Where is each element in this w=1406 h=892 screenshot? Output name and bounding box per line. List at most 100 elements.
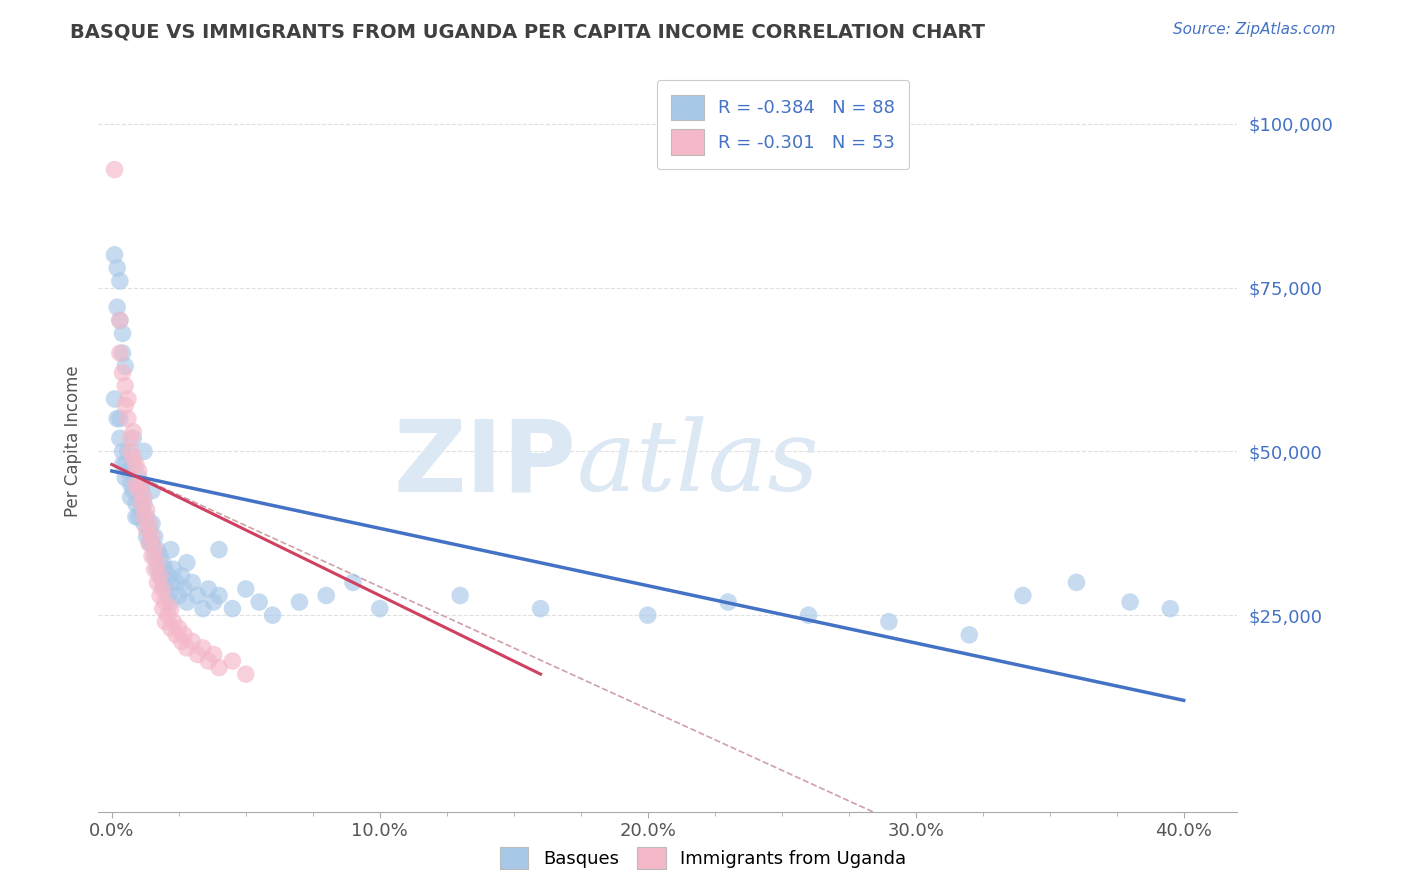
- Point: [159, 595, 181, 609]
- Point: [135, 509, 157, 524]
- Point: [149, 549, 172, 564]
- Point: [187, 648, 209, 662]
- Point: [103, 248, 125, 262]
- Point: [149, 569, 172, 583]
- Text: ZIP: ZIP: [394, 416, 576, 512]
- Point: [717, 595, 740, 609]
- Point: [128, 509, 150, 524]
- Point: [155, 615, 177, 629]
- Point: [125, 458, 148, 472]
- Point: [103, 392, 125, 406]
- Point: [1159, 601, 1181, 615]
- Point: [108, 346, 131, 360]
- Point: [202, 648, 225, 662]
- Point: [173, 628, 195, 642]
- Point: [235, 667, 257, 681]
- Point: [108, 411, 131, 425]
- Point: [141, 483, 163, 498]
- Point: [143, 562, 166, 576]
- Point: [152, 556, 174, 570]
- Point: [176, 595, 198, 609]
- Point: [165, 575, 187, 590]
- Point: [111, 458, 134, 472]
- Point: [157, 569, 180, 583]
- Point: [125, 477, 148, 491]
- Point: [128, 483, 150, 498]
- Text: BASQUE VS IMMIGRANTS FROM UGANDA PER CAPITA INCOME CORRELATION CHART: BASQUE VS IMMIGRANTS FROM UGANDA PER CAP…: [70, 22, 986, 41]
- Point: [103, 162, 125, 177]
- Point: [637, 608, 659, 623]
- Point: [157, 589, 180, 603]
- Point: [141, 530, 163, 544]
- Point: [208, 542, 231, 557]
- Point: [117, 392, 139, 406]
- Point: [342, 575, 364, 590]
- Point: [114, 359, 136, 374]
- Point: [125, 509, 148, 524]
- Point: [191, 640, 214, 655]
- Point: [108, 313, 131, 327]
- Point: [159, 621, 181, 635]
- Point: [288, 595, 311, 609]
- Point: [120, 444, 142, 458]
- Point: [221, 601, 243, 615]
- Point: [135, 530, 157, 544]
- Point: [135, 523, 157, 537]
- Point: [108, 274, 131, 288]
- Point: [1066, 575, 1088, 590]
- Point: [117, 464, 139, 478]
- Point: [138, 536, 160, 550]
- Legend: Basques, Immigrants from Uganda: Basques, Immigrants from Uganda: [491, 838, 915, 879]
- Point: [221, 654, 243, 668]
- Point: [797, 608, 820, 623]
- Point: [122, 425, 145, 439]
- Point: [162, 615, 184, 629]
- Point: [146, 562, 169, 576]
- Point: [181, 634, 204, 648]
- Point: [159, 542, 181, 557]
- Y-axis label: Per Capita Income: Per Capita Income: [65, 366, 83, 517]
- Point: [117, 411, 139, 425]
- Point: [197, 654, 219, 668]
- Point: [135, 503, 157, 517]
- Point: [122, 458, 145, 472]
- Point: [529, 601, 551, 615]
- Point: [108, 431, 131, 445]
- Point: [152, 582, 174, 596]
- Point: [191, 601, 214, 615]
- Point: [187, 589, 209, 603]
- Point: [105, 411, 128, 425]
- Point: [247, 595, 270, 609]
- Point: [1012, 589, 1035, 603]
- Point: [114, 470, 136, 484]
- Text: Source: ZipAtlas.com: Source: ZipAtlas.com: [1173, 22, 1336, 37]
- Point: [132, 444, 155, 458]
- Point: [155, 562, 177, 576]
- Point: [132, 509, 155, 524]
- Point: [128, 470, 150, 484]
- Point: [315, 589, 337, 603]
- Point: [129, 477, 152, 491]
- Point: [152, 575, 174, 590]
- Point: [143, 549, 166, 564]
- Point: [143, 530, 166, 544]
- Point: [155, 582, 177, 596]
- Point: [132, 490, 155, 504]
- Point: [132, 516, 155, 531]
- Point: [149, 589, 172, 603]
- Point: [146, 542, 169, 557]
- Point: [111, 326, 134, 341]
- Point: [170, 634, 193, 648]
- Point: [162, 562, 184, 576]
- Legend: R = -0.384   N = 88, R = -0.301   N = 53: R = -0.384 N = 88, R = -0.301 N = 53: [657, 80, 910, 169]
- Point: [114, 379, 136, 393]
- Point: [235, 582, 257, 596]
- Point: [128, 464, 150, 478]
- Point: [368, 601, 391, 615]
- Point: [114, 399, 136, 413]
- Point: [129, 497, 152, 511]
- Point: [122, 431, 145, 445]
- Point: [173, 582, 195, 596]
- Point: [152, 601, 174, 615]
- Point: [128, 490, 150, 504]
